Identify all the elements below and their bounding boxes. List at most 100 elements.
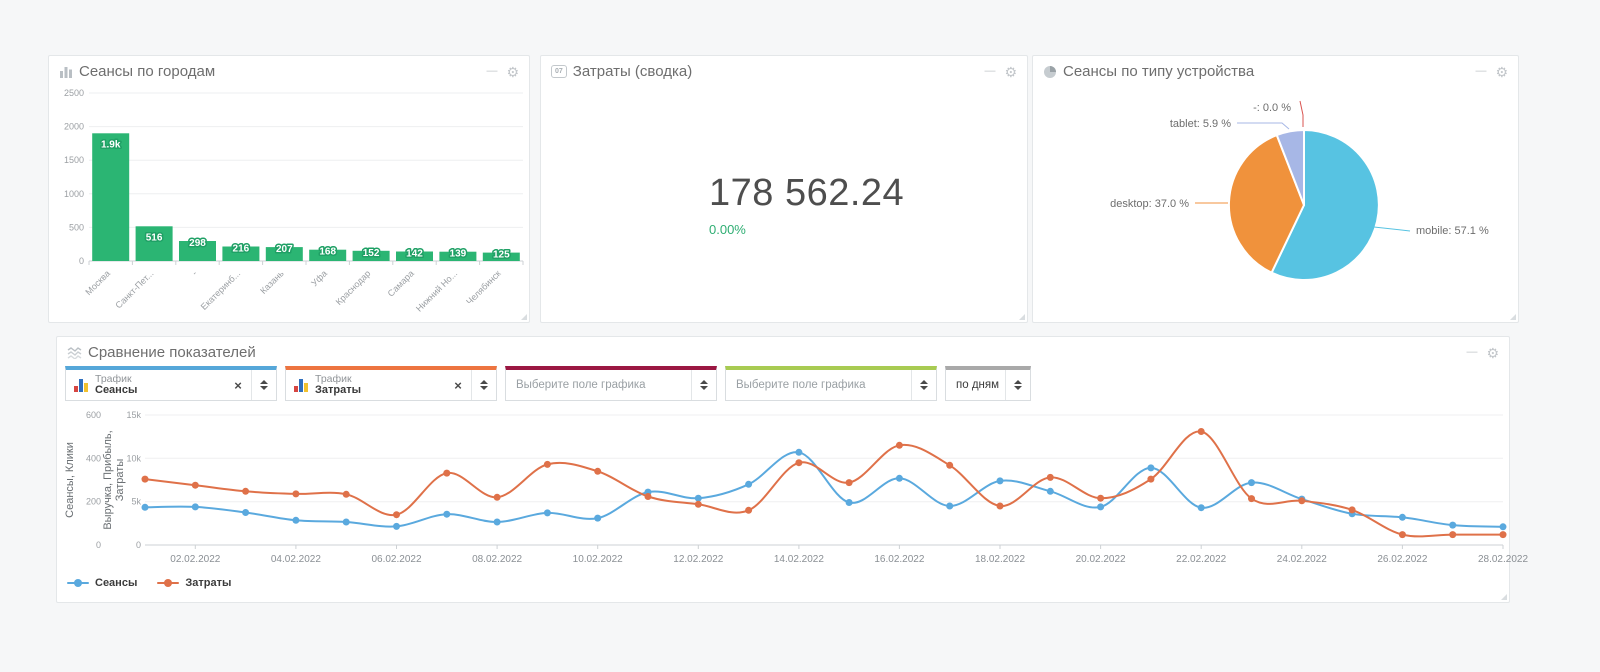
bar-chart-icon (60, 67, 72, 78)
minimize-button[interactable]: — (984, 65, 996, 77)
chart-legend: Сеансы Затраты (67, 577, 1509, 589)
y-axis2-tick: 0 (136, 540, 141, 550)
x-category-label: Челябинск (464, 268, 503, 307)
minimize-button[interactable]: — (486, 65, 498, 77)
bar-value-label: 207 (276, 244, 293, 255)
legend-item-costs[interactable]: Затраты (157, 577, 231, 589)
x-category-label: Нижний Но... (414, 268, 459, 313)
data-point (1097, 494, 1105, 502)
costs-change-percent: 0.00% (709, 222, 746, 237)
card-costs-summary: 07 Затраты (сводка) — ⚙ 178 562.24 0.00% (540, 55, 1028, 323)
data-point (845, 479, 853, 487)
data-point (1248, 479, 1255, 487)
bar-Уфа[interactable] (309, 249, 347, 261)
data-point (895, 441, 903, 449)
select-label: Трафик Затраты (315, 374, 445, 396)
data-point (1499, 523, 1507, 531)
metric-select-costs[interactable]: Трафик Затраты × (285, 366, 497, 401)
y-axis1-title: Сеансы, Клики (64, 442, 76, 518)
period-select[interactable]: по дням (945, 366, 1031, 401)
pie-slice-mobile[interactable] (1270, 129, 1380, 281)
data-point (1449, 531, 1457, 539)
x-axis-date-label: 22.02.2022 (1176, 554, 1226, 565)
select-placeholder: Выберите поле графика (516, 379, 646, 391)
pie-slice-label: -: 0.0 % (1253, 102, 1291, 114)
sessions-by-city-bar-chart[interactable]: 0 500 1000 1500 2000 2500 1.9k Москва 516 Санкт-П… (49, 84, 531, 322)
select-arrows-icon[interactable] (1005, 370, 1030, 400)
resize-handle[interactable] (1019, 314, 1025, 320)
bar-Москва[interactable] (92, 133, 130, 261)
y-tick-label: 1500 (64, 155, 84, 165)
gear-icon[interactable]: ⚙ (1495, 63, 1508, 80)
y-axis1-tick: 0 (96, 540, 101, 550)
gear-icon[interactable]: ⚙ (1004, 63, 1017, 80)
metric-select-empty-1[interactable]: Выберите поле графика (505, 366, 717, 401)
data-point (242, 487, 250, 495)
y-tick-label: 2500 (64, 88, 84, 98)
x-category-label: - (190, 268, 199, 277)
bar-Краснодар[interactable] (352, 250, 390, 261)
minimize-button[interactable]: — (1466, 346, 1478, 358)
pie-slice-desktop[interactable] (1227, 134, 1305, 274)
pie-leader-line (1299, 100, 1304, 127)
line-series-Затраты[interactable] (141, 428, 1507, 539)
data-point (543, 460, 551, 468)
select-arrows-icon[interactable] (251, 370, 276, 400)
y-axis2-title: Выручка, Прибыль,Затраты (102, 430, 126, 529)
x-category-label: Самара (386, 268, 416, 298)
data-point (845, 499, 853, 506)
select-group: Трафик (315, 374, 352, 385)
data-point (594, 467, 602, 475)
data-point (1097, 503, 1105, 511)
bar-Челябинск[interactable] (482, 252, 520, 261)
data-point (493, 518, 501, 526)
sessions-by-device-pie-chart[interactable]: mobile: 57.1 % desktop: 37.0 % tablet: 5.9… (1033, 82, 1520, 296)
colored-bars-icon (294, 378, 308, 392)
pie-leader-line (1237, 122, 1290, 130)
card-title-sessions-by-city: Сеансы по городам (59, 63, 215, 80)
close-icon[interactable]: × (234, 377, 242, 393)
colored-bars-icon (74, 378, 88, 392)
legend-item-sessions[interactable]: Сеансы (67, 577, 137, 589)
x-axis-date-label: 26.02.2022 (1377, 554, 1427, 565)
resize-handle[interactable] (521, 314, 527, 320)
select-arrows-icon[interactable] (911, 370, 936, 400)
metric-select-sessions[interactable]: Трафик Сеансы × (65, 366, 277, 401)
line-series-Сеансы[interactable] (141, 448, 1507, 531)
metric-selectors: Трафик Сеансы × Трафик Затраты × Выберит… (65, 366, 1501, 401)
resize-handle[interactable] (1501, 594, 1507, 600)
data-point (1046, 473, 1054, 481)
card-metric-comparison: Сравнение показателей — ⚙ Трафик Сеансы … (56, 336, 1528, 603)
bar-Казань[interactable] (265, 247, 303, 261)
data-point (1147, 475, 1155, 483)
bar--[interactable] (179, 241, 216, 261)
metric-select-empty-2[interactable]: Выберите поле графика (725, 366, 937, 401)
card-title-text: Затраты (сводка) (572, 63, 693, 80)
card-header: Сеансы по городам — ⚙ (49, 56, 529, 80)
data-point (1449, 521, 1457, 529)
bar-Самара[interactable] (396, 251, 433, 262)
data-point (1398, 513, 1406, 521)
data-point (393, 511, 400, 519)
select-arrows-icon[interactable] (471, 370, 496, 400)
x-axis-date-label: 18.02.2022 (975, 554, 1025, 565)
comparison-line-chart[interactable]: 0 0 200 5k 400 10k 600 15k Сеансы, Клики Выручка,… (57, 401, 1528, 573)
close-icon[interactable]: × (454, 377, 462, 393)
pie-slice-tablet[interactable] (1275, 128, 1305, 206)
y-tick-label: 1000 (64, 189, 84, 199)
bar-Екатеринб...[interactable] (222, 246, 260, 262)
bar-Нижний Но...[interactable] (439, 251, 477, 261)
data-point (342, 490, 350, 498)
bar-Санкт-Пет...[interactable] (135, 226, 173, 261)
card-title-text: Сеансы по типу устройства (1063, 63, 1255, 80)
card-title-sessions-by-device: Сеансы по типу устройства (1043, 63, 1254, 80)
gear-icon[interactable]: ⚙ (1486, 344, 1499, 361)
resize-handle[interactable] (1510, 314, 1516, 320)
minimize-button[interactable]: — (1475, 65, 1487, 77)
legend-label: Затраты (185, 577, 232, 589)
card-header: Сеансы по типу устройства — ⚙ (1033, 56, 1518, 80)
data-point (745, 506, 753, 514)
select-arrows-icon[interactable] (691, 370, 716, 400)
gear-icon[interactable]: ⚙ (506, 63, 519, 80)
